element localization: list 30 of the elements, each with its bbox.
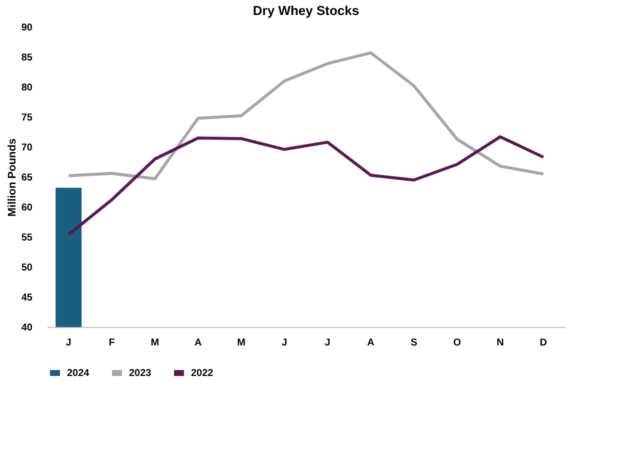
- legend-label: 2024: [67, 368, 90, 379]
- y-tick-label: 70: [21, 142, 33, 154]
- x-tick-label: D: [540, 338, 548, 348]
- x-tick-label: N: [496, 338, 504, 348]
- x-tick-label: A: [367, 338, 374, 348]
- legend-label: 2023: [129, 368, 152, 379]
- x-tick-label: M: [237, 338, 246, 348]
- x-tick-label: M: [150, 338, 160, 348]
- y-tick-label: 40: [21, 322, 33, 334]
- x-tick-label: A: [194, 338, 202, 348]
- y-tick-label: 85: [21, 52, 33, 64]
- y-tick-label: 80: [21, 82, 33, 94]
- line-series: [67, 51, 545, 180]
- x-tick-label: J: [324, 338, 330, 348]
- y-tick-label: 75: [21, 112, 33, 124]
- y-tick-label: 50: [21, 262, 33, 274]
- chart-title: Dry Whey Stocks: [252, 3, 360, 18]
- y-axis-title: Million Pounds: [6, 138, 18, 217]
- x-tick-label: O: [453, 338, 462, 348]
- y-tick-label: 55: [21, 232, 33, 244]
- y-tick-label: 60: [21, 202, 33, 214]
- legend-label: 2022: [191, 368, 214, 379]
- x-tick-label: S: [410, 338, 418, 348]
- x-tick-label: F: [108, 338, 115, 348]
- x-tick-label: J: [282, 338, 288, 348]
- line-series: [67, 135, 545, 236]
- y-tick-label: 45: [21, 292, 33, 304]
- y-tick-label: 65: [21, 172, 33, 184]
- x-tick-label: J: [66, 338, 72, 348]
- y-tick-label: 90: [21, 22, 33, 34]
